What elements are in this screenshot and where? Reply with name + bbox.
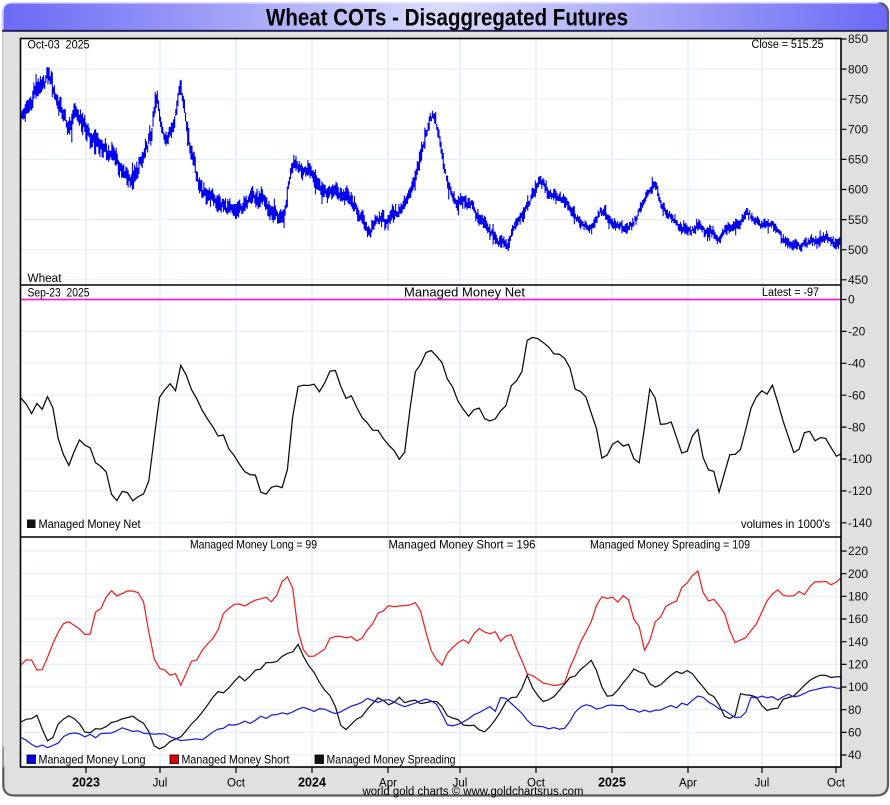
svg-text:160: 160 <box>848 612 868 626</box>
svg-text:Managed Money Long: Managed Money Long <box>39 753 146 767</box>
svg-text:Wheat COTs - Disaggregated Fut: Wheat COTs - Disaggregated Futures <box>266 4 628 31</box>
svg-text:Managed Money Net: Managed Money Net <box>39 517 142 531</box>
svg-text:2023: 2023 <box>72 776 100 790</box>
svg-text:-40: -40 <box>848 357 866 371</box>
svg-text:Oct: Oct <box>527 778 546 790</box>
svg-text:550: 550 <box>848 213 868 227</box>
svg-text:100: 100 <box>848 680 868 694</box>
svg-text:world gold charts © www.goldch: world gold charts © www.goldchartsrus.co… <box>362 786 584 798</box>
svg-text:Jul: Jul <box>153 778 168 790</box>
svg-text:-80: -80 <box>848 420 866 434</box>
svg-text:140: 140 <box>848 635 868 649</box>
svg-text:220: 220 <box>848 544 868 558</box>
svg-text:Jul: Jul <box>755 778 770 790</box>
svg-text:180: 180 <box>848 590 868 604</box>
svg-text:850: 850 <box>848 32 868 46</box>
svg-text:2025: 2025 <box>598 776 626 790</box>
svg-text:750: 750 <box>848 92 868 106</box>
svg-text:Managed Money Long = 99: Managed Money Long = 99 <box>190 538 317 552</box>
svg-text:-100: -100 <box>848 452 872 466</box>
svg-text:Close = 515.25: Close = 515.25 <box>752 39 824 51</box>
svg-text:0: 0 <box>848 293 855 307</box>
svg-text:80: 80 <box>848 703 862 717</box>
svg-text:Managed Money Net: Managed Money Net <box>404 286 526 300</box>
svg-text:-120: -120 <box>848 484 872 498</box>
svg-text:2024: 2024 <box>298 776 326 790</box>
svg-text:120: 120 <box>848 658 868 672</box>
svg-text:450: 450 <box>848 273 868 287</box>
svg-text:Latest = -97: Latest = -97 <box>762 287 819 299</box>
svg-text:-20: -20 <box>848 325 866 339</box>
svg-text:-140: -140 <box>848 516 872 530</box>
svg-text:800: 800 <box>848 62 868 76</box>
svg-text:Oct: Oct <box>227 778 246 790</box>
svg-text:Jul: Jul <box>453 778 468 790</box>
svg-text:700: 700 <box>848 123 868 137</box>
svg-text:-60: -60 <box>848 388 866 402</box>
svg-text:Managed Money Spreading = 109: Managed Money Spreading = 109 <box>590 538 750 552</box>
svg-text:volumes in 1000's: volumes in 1000's <box>741 517 830 531</box>
svg-text:Managed Money Short: Managed Money Short <box>182 753 291 767</box>
svg-text:Wheat: Wheat <box>28 273 63 285</box>
svg-text:500: 500 <box>848 243 868 257</box>
svg-text:Apr: Apr <box>679 778 697 790</box>
svg-text:200: 200 <box>848 567 868 581</box>
svg-text:60: 60 <box>848 726 862 740</box>
svg-text:Oct-03 2025: Oct-03 2025 <box>28 40 90 52</box>
svg-text:Managed Money Short = 196: Managed Money Short = 196 <box>389 538 536 552</box>
svg-text:600: 600 <box>848 183 868 197</box>
svg-text:Sep-23 2025: Sep-23 2025 <box>28 288 90 300</box>
svg-text:Managed Money Spreading: Managed Money Spreading <box>327 753 456 767</box>
svg-text:Apr: Apr <box>379 778 397 790</box>
svg-text:40: 40 <box>848 748 862 762</box>
svg-text:650: 650 <box>848 153 868 167</box>
svg-text:Oct: Oct <box>827 778 846 790</box>
